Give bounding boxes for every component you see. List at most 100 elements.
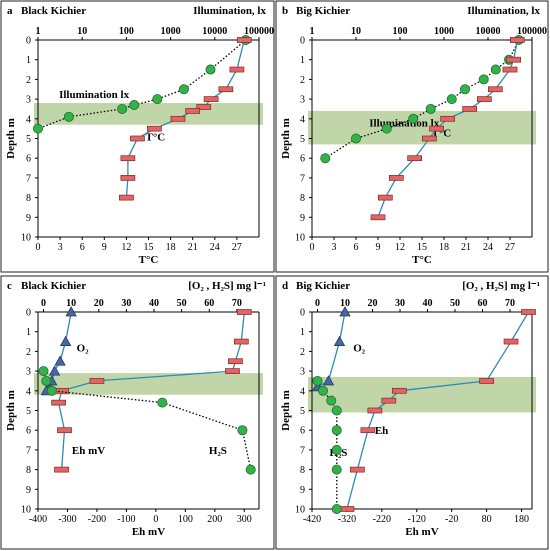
data-point (48, 365, 61, 376)
y-tick-label: 7 (26, 445, 31, 456)
bottom-tick-label: 80 (482, 514, 492, 525)
top-tick-label: 0 (41, 298, 46, 309)
y-tick-label: 7 (300, 173, 305, 184)
panel-letter: c (7, 280, 12, 292)
data-point (63, 111, 74, 122)
top-tick-label: 0 (315, 298, 320, 309)
y-tick-label: 5 (300, 406, 305, 417)
data-point (205, 64, 216, 75)
top-tick-label: 100000 (244, 26, 274, 37)
y-tick-label: 2 (26, 75, 31, 86)
top-tick-label: 20 (368, 298, 378, 309)
data-point (65, 306, 77, 317)
bottom-tick-label: -320 (338, 514, 356, 525)
data-point (170, 115, 186, 122)
top-tick-label: 50 (450, 298, 460, 309)
data-point (388, 175, 404, 181)
data-point (317, 385, 328, 396)
top-tick-label: 70 (232, 298, 242, 309)
panel-letter: d (282, 280, 288, 292)
bottom-tick-label: 0 (310, 242, 315, 253)
bottom-tick-label: -400 (29, 514, 47, 525)
y-tick-label: 6 (26, 154, 31, 165)
annotation: T°C (146, 132, 166, 144)
y-axis-label: Depth m (280, 118, 292, 159)
y-tick-label: 2 (26, 347, 31, 358)
data-point (59, 335, 72, 346)
data-point (502, 66, 518, 73)
data-point (57, 427, 72, 434)
data-point (339, 306, 351, 317)
top-tick-label: 1000 (434, 26, 454, 37)
top-tick-label: 20 (94, 298, 104, 309)
y-tick-label: 5 (26, 406, 31, 417)
data-point (446, 94, 457, 105)
top-tick-label: 50 (177, 298, 187, 309)
data-point (478, 74, 489, 85)
data-point (33, 123, 44, 134)
data-point (54, 355, 66, 366)
data-point (129, 100, 140, 111)
bottom-tick-label: 0 (153, 514, 158, 525)
bottom-tick-label: -20 (445, 514, 458, 525)
oxycline-band (308, 377, 536, 413)
data-point (228, 358, 243, 365)
y-tick-label: 8 (26, 193, 31, 204)
series-line (37, 39, 247, 130)
data-point (229, 66, 245, 73)
bottom-tick-label: 9 (102, 242, 107, 253)
data-point (225, 368, 240, 374)
data-point (503, 338, 519, 345)
y-tick-label: 0 (26, 36, 31, 47)
y-tick-label: 5 (300, 134, 305, 145)
y-tick-label: 3 (300, 367, 305, 378)
panel-b: b Big Kichier Illumination, lx1 10 100 1000 10… (275, 0, 549, 273)
y-tick-label: 8 (26, 465, 31, 476)
y-tick-label: 4 (300, 114, 305, 125)
y-tick-label: 6 (300, 426, 305, 437)
bottom-tick-label: 18 (166, 242, 176, 253)
data-point (331, 503, 342, 514)
series-circle (320, 35, 524, 164)
top-axis-title: [O₂ , H₂S] mg l⁻¹ (462, 280, 540, 292)
bottom-tick-label: 21 (188, 242, 198, 253)
panel-border (275, 275, 549, 550)
data-point (117, 103, 128, 114)
y-tick-label: 1 (26, 55, 31, 66)
y-tick-label: 1 (300, 327, 305, 338)
bottom-tick-label: 3 (332, 242, 337, 253)
top-tick-label: 10 (351, 26, 361, 37)
y-tick-label: 9 (26, 213, 31, 224)
bottom-axis-label: T°C (139, 254, 159, 266)
y-tick-label: 4 (300, 386, 305, 397)
bottom-tick-label: 300 (237, 514, 252, 525)
panel-border (275, 0, 549, 273)
data-point (333, 335, 346, 346)
bottom-tick-label: 15 (417, 242, 427, 253)
top-tick-label: 100 (393, 26, 408, 37)
bottom-tick-label: 24 (210, 242, 220, 253)
data-point (185, 108, 201, 114)
data-point (509, 37, 525, 43)
panel-name: Big Kichier (296, 280, 350, 292)
data-point (459, 84, 470, 95)
panel-letter: b (282, 5, 288, 17)
data-point (203, 96, 219, 102)
bottom-tick-label: -100 (117, 514, 135, 525)
top-tick-label: 100000 (517, 26, 547, 37)
data-point (487, 86, 503, 93)
y-tick-label: 3 (26, 367, 31, 378)
y-tick-label: 10 (21, 505, 31, 516)
top-tick-label: 10 (340, 298, 350, 309)
bottom-axis-label: T°C (412, 254, 432, 266)
data-point (429, 125, 445, 132)
data-point (54, 466, 69, 473)
bottom-tick-label: -300 (58, 514, 76, 525)
y-tick-label: 0 (26, 308, 31, 319)
series-bar (370, 37, 525, 221)
y-tick-label: 7 (26, 173, 31, 184)
top-tick-label: 10000 (202, 26, 227, 37)
y-tick-label: 1 (26, 327, 31, 338)
series-circle (38, 366, 256, 475)
